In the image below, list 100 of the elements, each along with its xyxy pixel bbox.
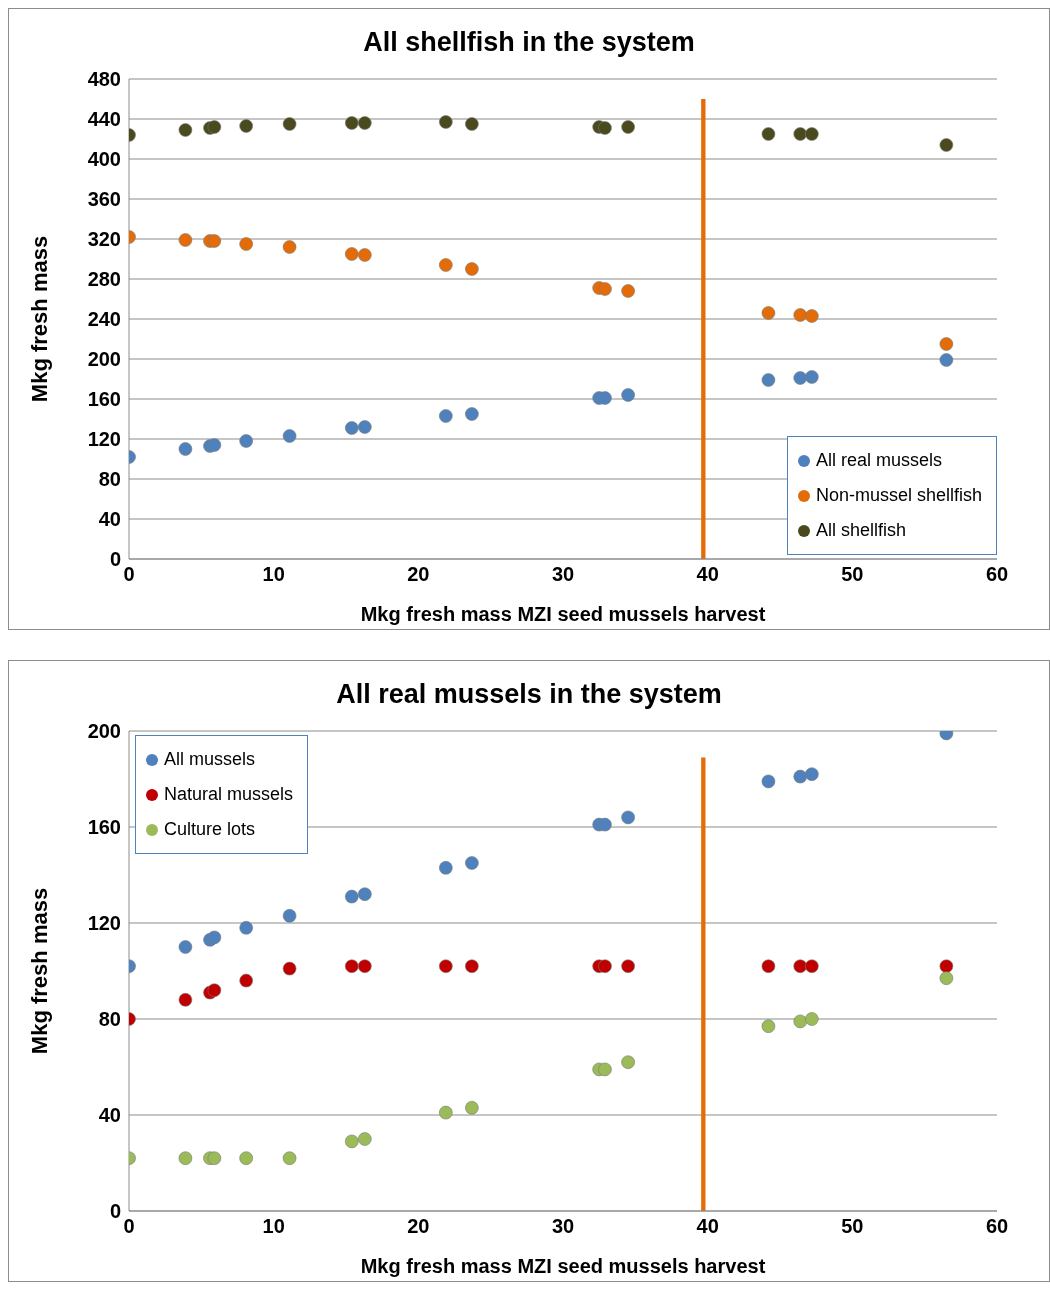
point	[344, 889, 359, 904]
point	[178, 1151, 193, 1165]
x-tick-label: 10	[262, 1215, 285, 1238]
y-tick-label: 440	[87, 108, 121, 131]
point	[465, 959, 479, 973]
point	[358, 420, 372, 434]
point	[282, 117, 297, 131]
point	[282, 909, 297, 923]
point	[207, 120, 222, 134]
y-axis-title: Mkg fresh mass	[26, 887, 52, 1055]
point	[344, 1134, 359, 1149]
point	[761, 127, 776, 141]
point	[793, 308, 808, 322]
point	[178, 993, 193, 1007]
point	[939, 353, 954, 367]
point	[239, 119, 253, 133]
x-tick-label: 50	[841, 1215, 864, 1238]
point	[344, 247, 359, 261]
point	[207, 234, 222, 248]
point	[358, 116, 372, 130]
point	[239, 434, 253, 448]
point	[761, 373, 776, 387]
y-tick-label: 200	[87, 348, 121, 371]
x-tick-label: 10	[262, 563, 285, 586]
x-tick-label: 30	[551, 1215, 575, 1238]
point	[939, 337, 954, 351]
point	[282, 240, 297, 254]
legend-label: All shellfish	[815, 520, 906, 541]
legend-label: Culture lots	[164, 819, 256, 840]
point	[939, 138, 954, 152]
x-tick-label: 30	[551, 563, 575, 586]
point	[621, 959, 635, 973]
x-axis-title: Mkg fresh mass MZI seed mussels harvest	[360, 603, 766, 625]
point	[793, 1014, 808, 1029]
y-tick-label: 120	[87, 912, 121, 935]
y-tick-label: 160	[87, 388, 121, 411]
point	[178, 233, 193, 247]
point	[239, 921, 253, 935]
point	[207, 930, 222, 945]
y-tick-label: 320	[87, 228, 121, 251]
x-tick-label: 60	[985, 563, 1009, 586]
x-tick-label: 20	[407, 1215, 430, 1238]
point	[465, 1101, 479, 1115]
x-tick-label: 20	[407, 563, 430, 586]
point	[239, 973, 253, 988]
point	[598, 1062, 612, 1077]
y-tick-label: 480	[87, 68, 121, 91]
y-tick-label: 400	[87, 148, 121, 171]
point	[805, 959, 819, 973]
point	[598, 121, 612, 135]
y-tick-label: 40	[98, 508, 121, 531]
point	[439, 115, 453, 129]
point	[598, 959, 612, 973]
point	[358, 887, 372, 901]
point	[282, 429, 297, 443]
point	[344, 959, 359, 973]
y-tick-label: 0	[109, 1200, 121, 1223]
y-tick-label: 120	[87, 428, 121, 451]
point	[805, 127, 819, 141]
point	[344, 421, 359, 435]
point	[344, 116, 359, 130]
legend-label: Natural mussels	[164, 784, 294, 805]
x-tick-label: 50	[841, 563, 864, 586]
y-tick-label: 40	[98, 1104, 121, 1127]
point	[621, 1055, 635, 1069]
point	[598, 817, 612, 832]
point	[282, 1151, 297, 1165]
point	[465, 407, 479, 421]
point	[621, 120, 635, 134]
point	[178, 442, 193, 456]
point	[939, 959, 954, 973]
x-tick-label: 0	[123, 1215, 135, 1238]
y-axis-title: Mkg fresh mass	[26, 235, 52, 403]
legend-label: Non-mussel shellfish	[815, 485, 982, 506]
y-tick-label: 80	[98, 1008, 121, 1031]
x-tick-label: 40	[696, 1215, 719, 1238]
point	[793, 127, 808, 141]
legend-label: All real mussels	[815, 450, 942, 471]
x-tick-label: 0	[123, 563, 135, 586]
point	[761, 306, 776, 320]
point	[939, 971, 954, 985]
point	[465, 117, 479, 131]
point	[358, 959, 372, 973]
point	[178, 123, 193, 137]
point	[465, 856, 479, 870]
point	[793, 959, 808, 973]
point	[239, 237, 253, 251]
point	[358, 1132, 372, 1146]
point	[621, 284, 635, 298]
y-tick-label: 240	[87, 308, 121, 331]
point	[358, 248, 372, 262]
point	[439, 861, 453, 875]
point	[207, 1151, 222, 1165]
point	[598, 282, 612, 296]
point	[282, 961, 297, 976]
chart-title: All shellfish in the system	[362, 26, 696, 59]
point	[439, 258, 453, 272]
point	[621, 388, 635, 402]
point	[805, 309, 819, 323]
y-tick-label: 360	[87, 188, 121, 211]
